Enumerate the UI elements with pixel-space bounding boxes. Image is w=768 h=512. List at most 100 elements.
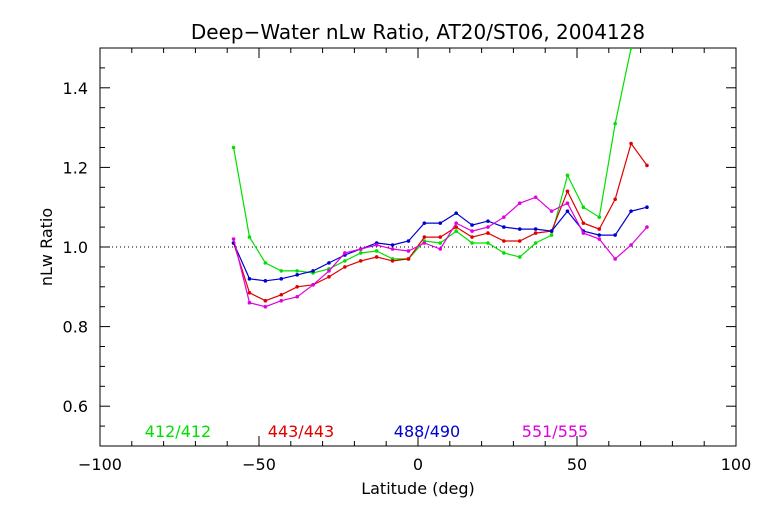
data-point — [645, 163, 649, 168]
data-point — [517, 239, 522, 243]
data-point — [343, 251, 347, 255]
y-tick-label: 0.8 — [63, 318, 88, 337]
data-point — [517, 201, 522, 206]
data-point — [629, 141, 633, 146]
data-point — [581, 231, 586, 235]
data-point — [549, 233, 554, 237]
data-point — [470, 223, 474, 227]
data-point — [549, 209, 554, 213]
data-point — [533, 195, 538, 200]
legend-entry: 412/412 — [145, 422, 211, 441]
data-point — [374, 255, 379, 259]
axis-ticks: −100 −50 0 50 100 0.6 0.8 1.0 1.2 1.4 — [63, 47, 752, 474]
y-tick-label: 1.0 — [63, 238, 88, 257]
data-point — [279, 277, 284, 281]
series-line — [233, 196, 648, 308]
data-point — [343, 265, 347, 269]
data-point — [502, 215, 506, 219]
data-point — [645, 225, 649, 229]
data-point — [438, 235, 443, 239]
data-point — [247, 300, 252, 305]
data-point — [581, 205, 586, 209]
data-point — [231, 145, 236, 150]
data-point — [295, 269, 299, 273]
data-point — [502, 239, 506, 243]
data-point — [565, 189, 570, 194]
data-point — [406, 239, 411, 243]
data-point — [438, 247, 443, 251]
data-point — [438, 241, 443, 245]
data-point — [486, 225, 490, 229]
data-point — [231, 237, 236, 241]
data-point — [645, 205, 649, 209]
data-point — [454, 225, 458, 229]
data-point — [470, 229, 474, 233]
data-point — [263, 304, 268, 309]
data-point — [502, 225, 506, 229]
x-tick-label: 50 — [567, 455, 587, 474]
data-point — [597, 237, 602, 241]
data-point — [422, 221, 427, 225]
data-point — [533, 231, 538, 235]
data-point — [613, 121, 617, 126]
data-point — [486, 241, 490, 245]
data-point — [629, 48, 633, 50]
legend-entry: 551/555 — [522, 422, 588, 441]
legend-entry: 488/490 — [394, 422, 460, 441]
y-tick-label: 1.4 — [63, 79, 88, 98]
data-point — [263, 279, 268, 283]
x-tick-label: −50 — [242, 455, 276, 474]
data-point — [358, 251, 363, 255]
data-point — [358, 247, 363, 251]
data-point — [613, 257, 617, 261]
data-point — [327, 269, 331, 273]
data-point — [613, 233, 617, 237]
data-point — [390, 259, 395, 263]
data-point — [454, 229, 458, 233]
data-point — [279, 269, 284, 273]
data-point — [311, 283, 315, 287]
data-point — [374, 249, 379, 253]
data-point — [533, 241, 538, 245]
data-point — [454, 211, 458, 215]
x-tick-label: 100 — [721, 455, 752, 474]
data-point — [597, 227, 602, 231]
data-point — [565, 209, 570, 213]
series-layer — [231, 48, 649, 309]
data-point — [470, 241, 474, 245]
chart-title: Deep−Water nLw Ratio, AT20/ST06, 2004128 — [191, 20, 645, 44]
data-point — [263, 298, 268, 303]
data-point — [629, 209, 633, 213]
data-point — [406, 257, 411, 261]
data-point — [374, 243, 379, 247]
data-point — [565, 173, 570, 178]
data-point — [502, 251, 506, 255]
data-point — [422, 235, 427, 239]
data-point — [486, 219, 490, 223]
series-line — [233, 48, 632, 274]
data-point — [247, 277, 252, 281]
data-point — [327, 261, 331, 265]
data-point — [311, 269, 315, 273]
data-point — [263, 261, 268, 265]
data-point — [549, 229, 554, 233]
data-point — [470, 235, 474, 239]
data-point — [454, 221, 458, 225]
data-point — [597, 215, 602, 219]
y-axis-label: nLw Ratio — [37, 208, 56, 286]
data-point — [279, 298, 284, 303]
y-tick-label: 1.2 — [63, 158, 88, 177]
x-axis-label: Latitude (deg) — [361, 479, 475, 498]
data-point — [343, 259, 347, 263]
data-point — [247, 290, 252, 295]
data-point — [295, 294, 299, 299]
data-point — [565, 201, 570, 206]
data-point — [279, 292, 284, 297]
data-point — [486, 231, 490, 235]
data-point — [517, 227, 522, 231]
data-point — [422, 241, 427, 245]
x-tick-label: 0 — [413, 455, 423, 474]
data-point — [358, 259, 363, 263]
data-point — [247, 235, 252, 239]
